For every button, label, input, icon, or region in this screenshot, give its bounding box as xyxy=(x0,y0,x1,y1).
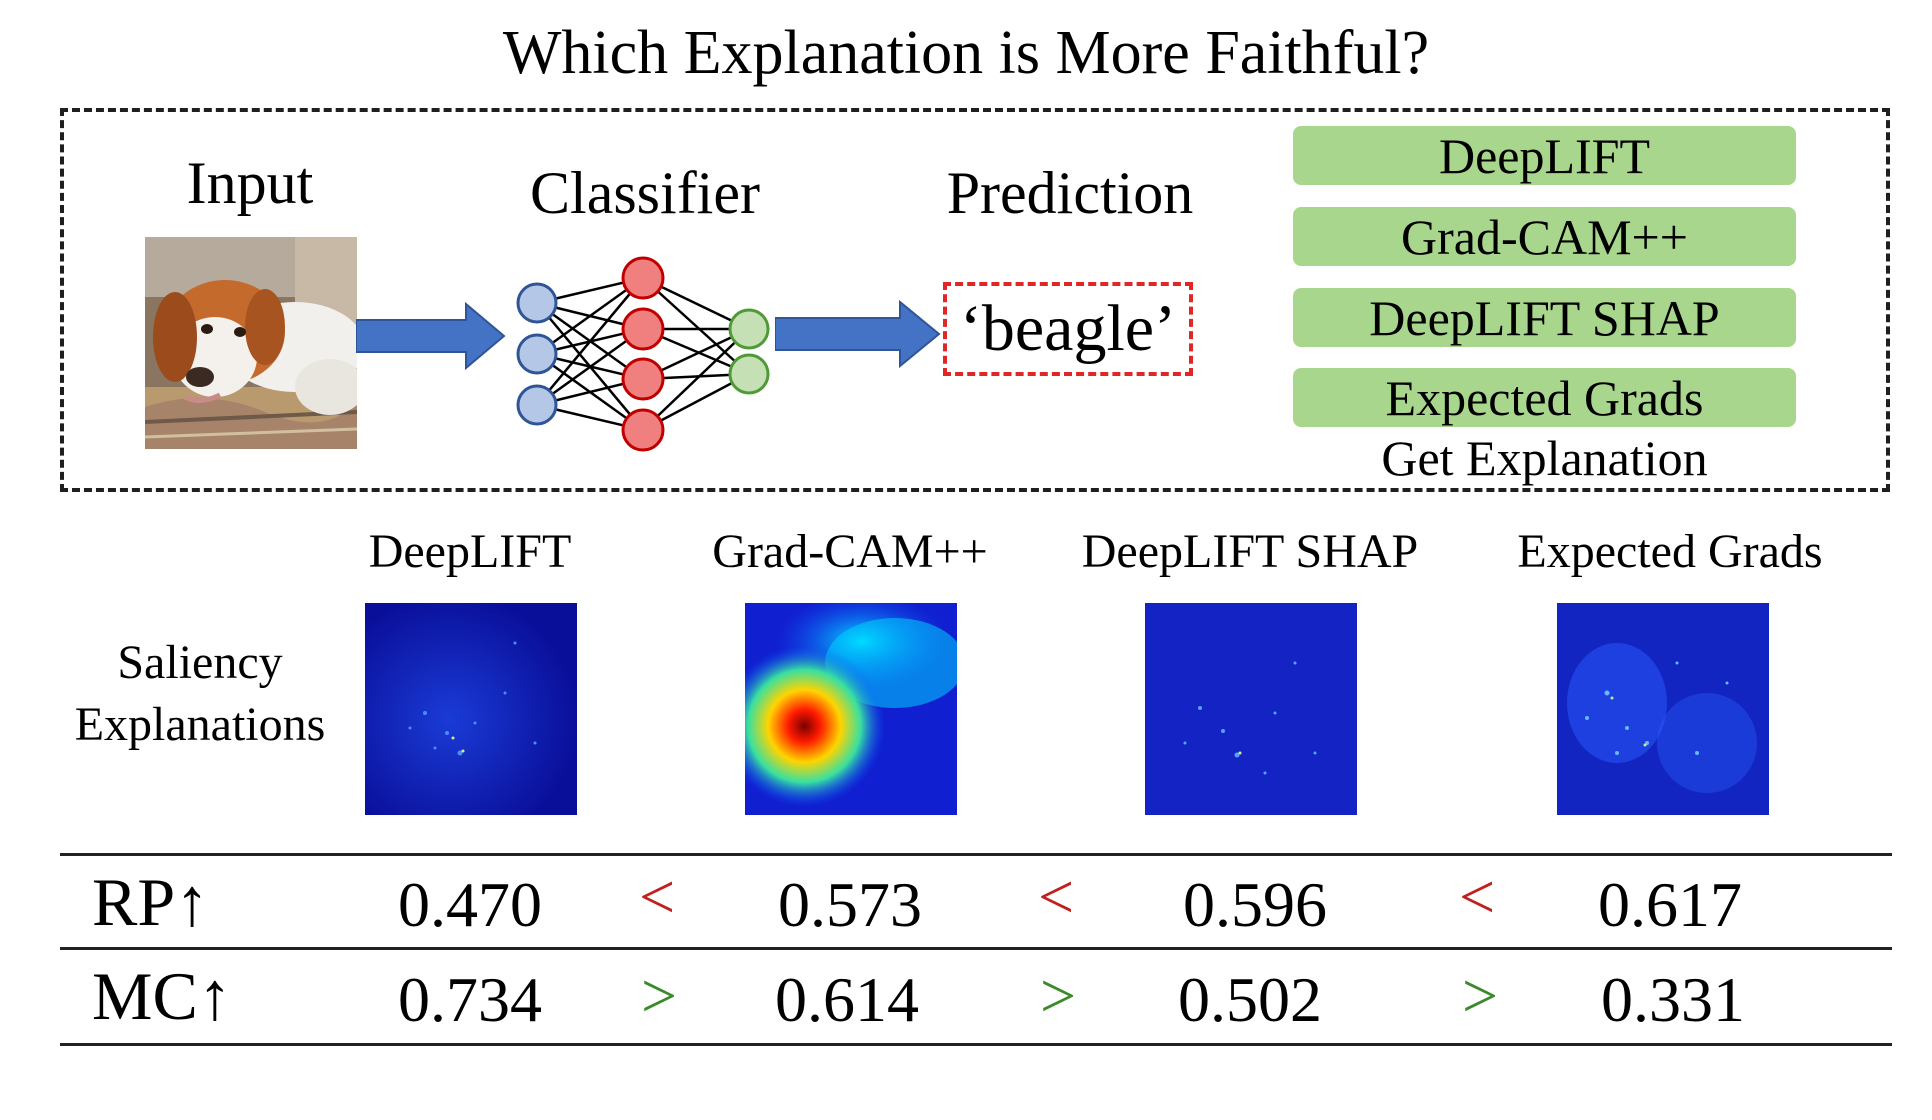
rp-value-gradcam: 0.573 xyxy=(778,869,922,940)
metric-rp-label: RP↑ xyxy=(92,864,210,940)
method-gradcam-plus-plus[interactable]: Grad-CAM++ xyxy=(1293,207,1796,266)
saliency-map-gradcam xyxy=(745,603,957,815)
method-expected-grads[interactable]: Expected Grads xyxy=(1293,368,1796,427)
get-explanation-caption: Get Explanation xyxy=(1381,430,1708,486)
method-deeplift-shap[interactable]: DeepLIFT SHAP xyxy=(1293,288,1796,347)
mc-comparator-2: > xyxy=(1039,960,1077,1031)
mc-value-deeplift-shap: 0.502 xyxy=(1178,964,1322,1035)
figure-title: Which Explanation is More Faithful? xyxy=(502,19,1430,87)
saliency-map-deeplift-shap xyxy=(1145,603,1357,815)
saliency-header-deeplift-shap: DeepLIFT SHAP xyxy=(1081,525,1419,578)
saliency-row-label: Saliency Explanations xyxy=(74,636,326,751)
arrow-classifier-to-prediction xyxy=(775,299,941,369)
mc-value-deeplift: 0.734 xyxy=(398,964,542,1035)
table-mid-rule xyxy=(60,947,1892,950)
input-label: Input xyxy=(186,150,314,216)
saliency-map-expected-grads xyxy=(1557,603,1769,815)
prediction-box xyxy=(943,282,1193,376)
table-bottom-rule xyxy=(60,1043,1892,1046)
arrow-input-to-classifier xyxy=(356,301,506,371)
classifier-label: Classifier xyxy=(530,160,760,226)
prediction-value: ‘beagle’ xyxy=(959,292,1177,365)
mc-comparator-1: > xyxy=(640,960,678,1031)
saliency-header-gradcam: Grad-CAM++ xyxy=(712,525,988,578)
method-deeplift[interactable]: DeepLIFT xyxy=(1293,126,1796,185)
mc-value-expected-grads: 0.331 xyxy=(1601,964,1745,1035)
mc-comparator-3: > xyxy=(1461,960,1499,1031)
neural-network-classifier xyxy=(516,256,770,452)
metric-mc-label: MC↑ xyxy=(92,958,232,1034)
saliency-header-expected-grads: Expected Grads xyxy=(1517,525,1823,578)
mc-value-gradcam: 0.614 xyxy=(775,964,919,1035)
rp-value-deeplift-shap: 0.596 xyxy=(1183,869,1327,940)
table-top-rule xyxy=(60,853,1892,856)
rp-value-expected-grads: 0.617 xyxy=(1598,869,1742,940)
prediction-label: Prediction xyxy=(946,160,1194,226)
pipeline-frame xyxy=(60,108,1890,492)
rp-value-deeplift: 0.470 xyxy=(398,869,542,940)
saliency-map-deeplift xyxy=(365,603,577,815)
rp-comparator-1: < xyxy=(638,861,676,932)
rp-comparator-3: < xyxy=(1458,861,1496,932)
rp-comparator-2: < xyxy=(1037,861,1075,932)
saliency-header-deeplift: DeepLIFT xyxy=(368,525,572,578)
input-dog-image xyxy=(145,237,357,449)
